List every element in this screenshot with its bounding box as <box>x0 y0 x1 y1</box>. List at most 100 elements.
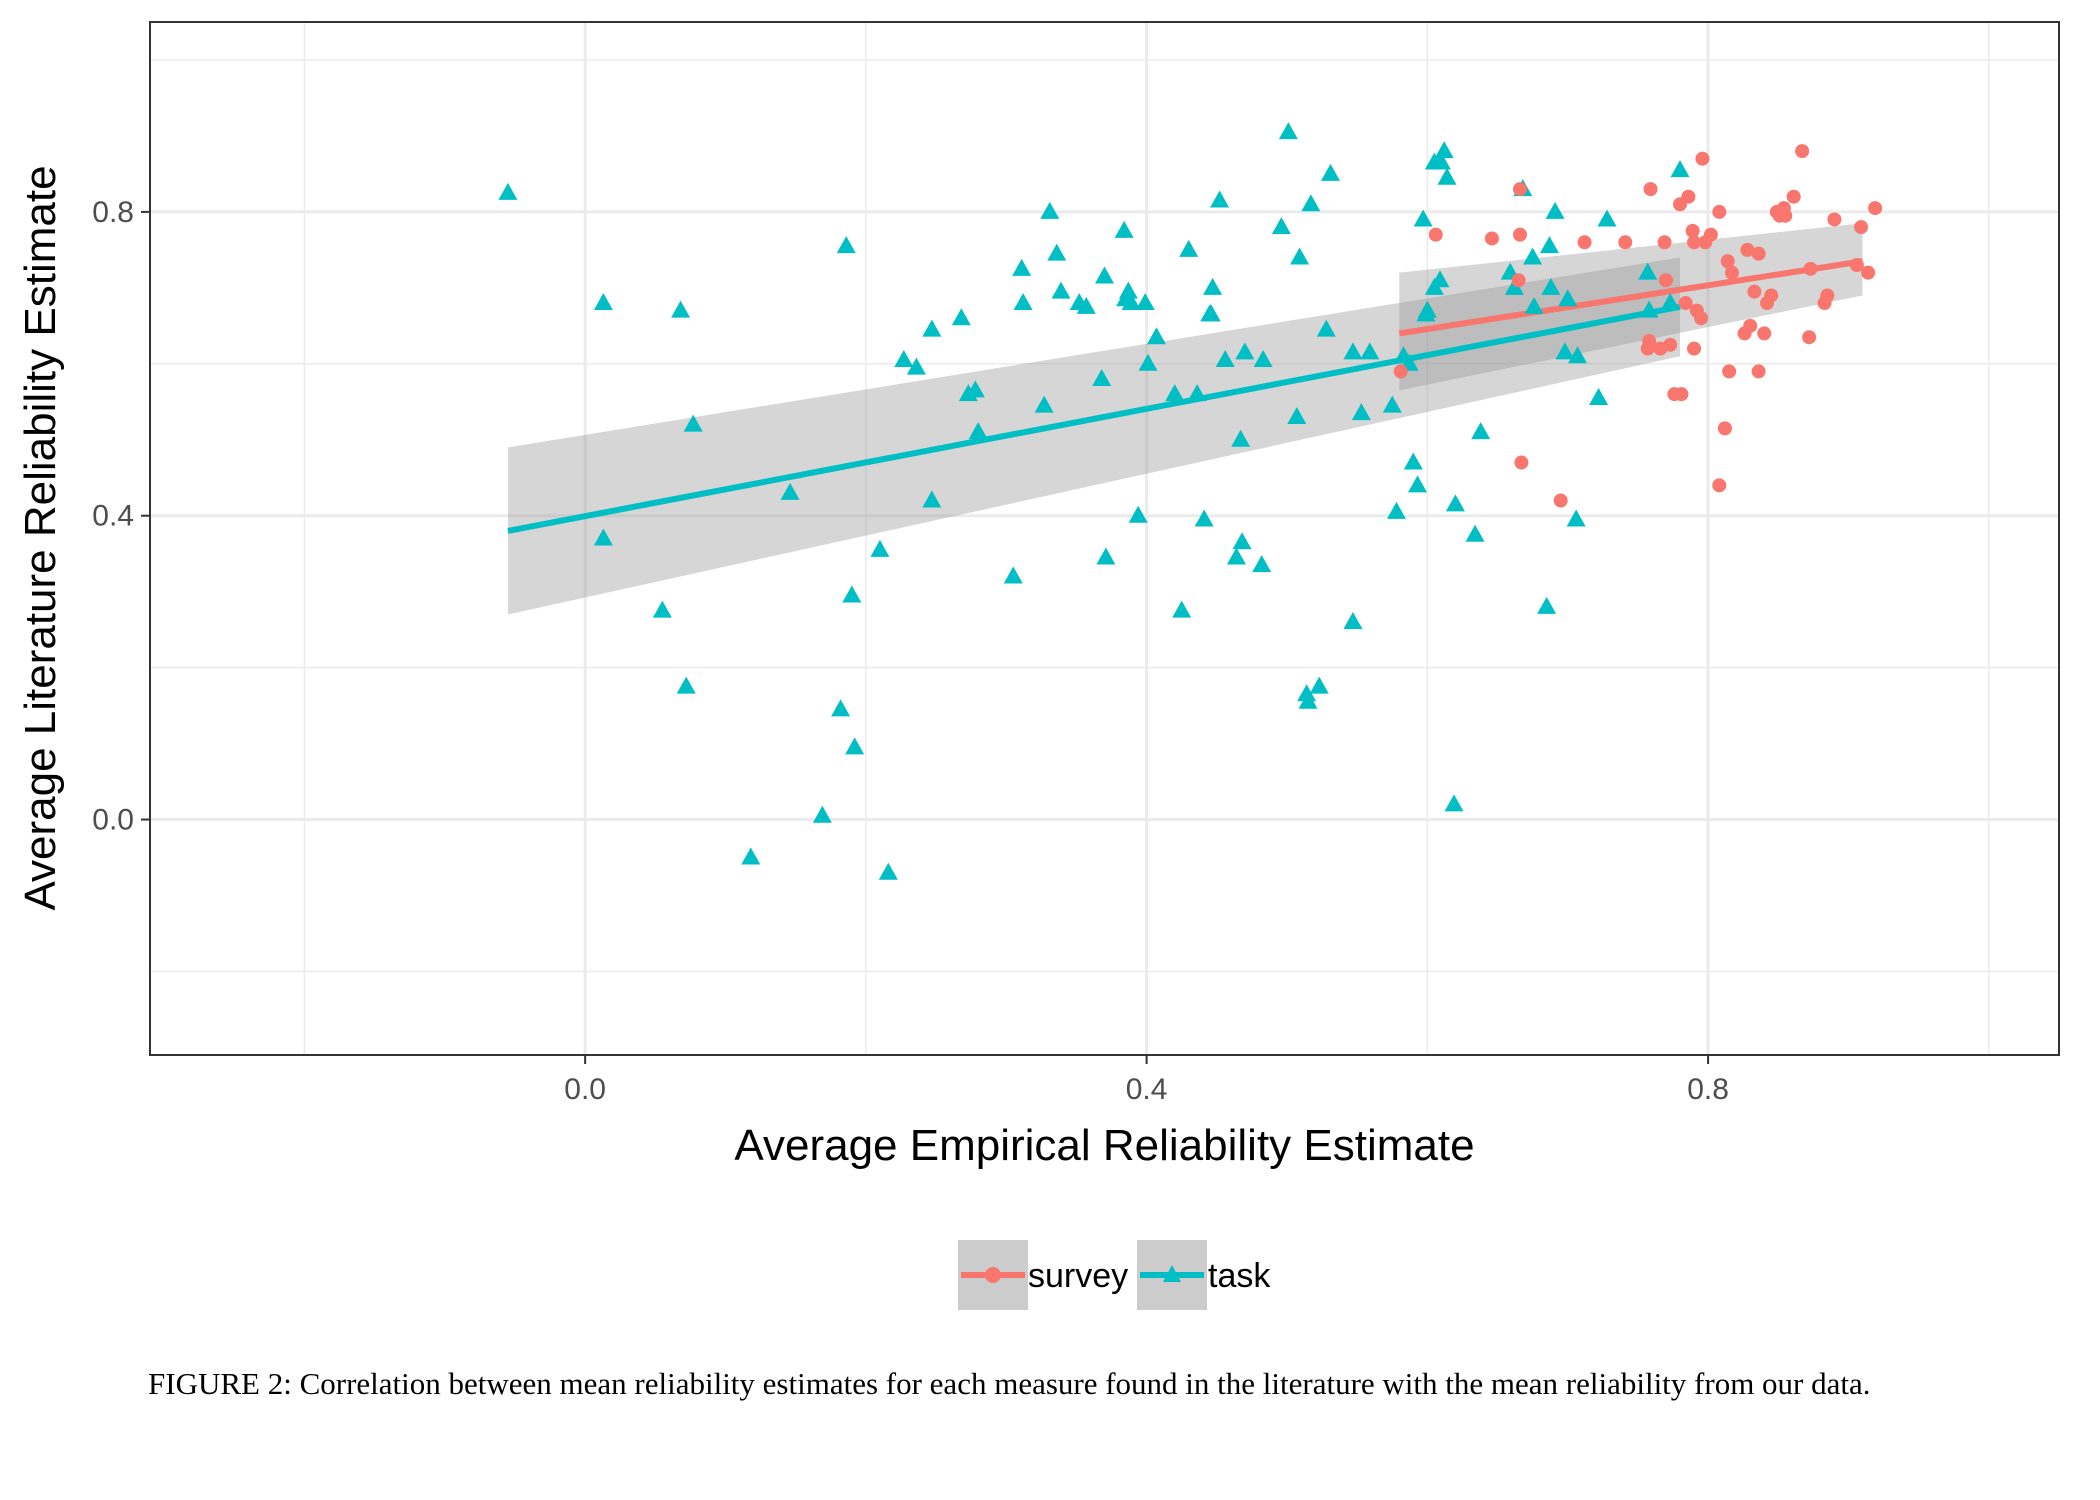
legend-label-task: task <box>1208 1257 1271 1295</box>
data-point-task <box>836 236 856 254</box>
data-point-task <box>1165 384 1185 402</box>
data-point-task <box>845 737 865 755</box>
data-point-task <box>1235 342 1255 360</box>
data-point-survey <box>1712 204 1727 219</box>
data-point-task <box>1118 281 1138 299</box>
legend-label-survey: survey <box>1028 1257 1128 1295</box>
data-point-task <box>894 350 914 368</box>
data-point-task <box>1504 277 1524 295</box>
data-point-task <box>652 600 672 618</box>
data-point-task <box>831 699 851 717</box>
data-point-task <box>1095 266 1114 284</box>
data-point-task <box>1128 505 1148 523</box>
data-point-task <box>1316 319 1336 337</box>
trend-line-task <box>507 303 1681 534</box>
data-point-task <box>968 422 988 440</box>
data-point-task <box>780 482 800 500</box>
scatter-chart: 0.0 0.4 0.8 0.0 0.4 0.8 Average Empirical Re… <box>16 21 2060 1310</box>
data-point-task <box>1194 509 1214 527</box>
data-point-survey <box>1514 455 1529 470</box>
data-point-task <box>683 414 703 432</box>
data-point-task <box>1408 475 1428 493</box>
data-point-task <box>1360 342 1380 360</box>
data-point-survey <box>1577 235 1592 250</box>
data-point-task <box>1271 217 1291 235</box>
data-point-survey <box>1849 258 1864 273</box>
data-point-task <box>1431 152 1451 170</box>
data-point-survey <box>1757 326 1772 341</box>
data-point-survey <box>1687 341 1702 356</box>
data-point-task <box>1253 350 1273 368</box>
y-axis-title: Average Literature Reliability Estimate <box>16 165 65 910</box>
y-tick-label: 0.4 <box>92 500 134 533</box>
data-point-task <box>1524 296 1544 314</box>
data-point-task <box>593 528 613 546</box>
data-point-task <box>1172 600 1192 618</box>
data-point-survey <box>1512 182 1527 197</box>
data-point-task <box>1597 209 1617 227</box>
data-point-survey <box>1712 478 1727 493</box>
major-gridlines <box>150 22 2059 1055</box>
data-point-survey <box>1740 242 1755 257</box>
data-point-survey <box>1663 337 1678 352</box>
data-point-survey <box>1640 341 1655 356</box>
data-point-survey <box>1803 261 1818 276</box>
data-point-survey <box>1511 273 1526 288</box>
data-point-survey <box>1795 144 1810 159</box>
data-point-survey <box>1724 265 1739 280</box>
data-point-survey <box>1428 227 1443 242</box>
data-point-task <box>842 585 862 603</box>
data-point-task <box>1444 794 1464 812</box>
legend-item-survey: survey <box>958 1240 1128 1310</box>
confidence-bands <box>507 223 1863 615</box>
data-point-task <box>812 805 832 823</box>
data-point-task <box>1660 293 1680 311</box>
data-point-task <box>1403 452 1423 470</box>
data-point-survey <box>1695 151 1710 166</box>
legend-item-task: task <box>1137 1240 1271 1310</box>
trend-lines <box>507 258 1863 534</box>
data-point-task <box>1537 596 1557 614</box>
data-point-task <box>1013 293 1033 311</box>
figure-caption: FIGURE 2: Correlation between mean relia… <box>148 1366 1871 1401</box>
data-point-survey <box>1703 227 1718 242</box>
x-axis-ticks: 0.0 0.4 0.8 <box>564 1055 1729 1106</box>
data-point-task <box>922 319 942 337</box>
data-point-task <box>1012 258 1032 276</box>
data-point-survey <box>1685 223 1700 238</box>
data-point-task <box>1297 684 1317 702</box>
data-point-survey <box>1717 421 1732 436</box>
data-point-survey <box>1751 246 1766 261</box>
data-point-task <box>1417 300 1437 318</box>
data-point-task <box>1351 403 1371 421</box>
data-point-task <box>1638 262 1658 280</box>
data-point-survey <box>1694 311 1709 326</box>
data-point-task <box>1298 691 1318 709</box>
data-point-task <box>1146 327 1166 345</box>
data-point-task <box>870 539 890 557</box>
data-point-survey <box>1786 189 1801 204</box>
data-point-task <box>1523 247 1543 265</box>
confidence-band-survey <box>1399 223 1863 391</box>
y-tick-label: 0.0 <box>92 804 134 837</box>
trend-line-survey <box>1398 258 1863 337</box>
y-tick-label: 0.8 <box>92 196 134 229</box>
data-point-task <box>1135 293 1155 311</box>
task-points <box>498 122 1690 880</box>
x-tick-label: 0.0 <box>564 1073 606 1106</box>
data-point-task <box>1445 494 1465 512</box>
data-point-task <box>676 676 696 694</box>
data-point-survey <box>1512 227 1527 242</box>
data-point-task <box>922 490 942 508</box>
data-point-task <box>1232 532 1252 550</box>
x-tick-label: 0.4 <box>1126 1073 1168 1106</box>
data-point-task <box>1047 243 1067 261</box>
data-point-task <box>1568 346 1588 364</box>
data-point-survey <box>1743 318 1758 333</box>
data-point-task <box>1471 422 1491 440</box>
x-axis-title: Average Empirical Reliability Estimate <box>734 1121 1474 1170</box>
plot-border <box>149 21 2060 1056</box>
data-point-survey <box>1720 254 1735 269</box>
data-point-task <box>1231 429 1251 447</box>
data-point-task <box>1382 395 1402 413</box>
